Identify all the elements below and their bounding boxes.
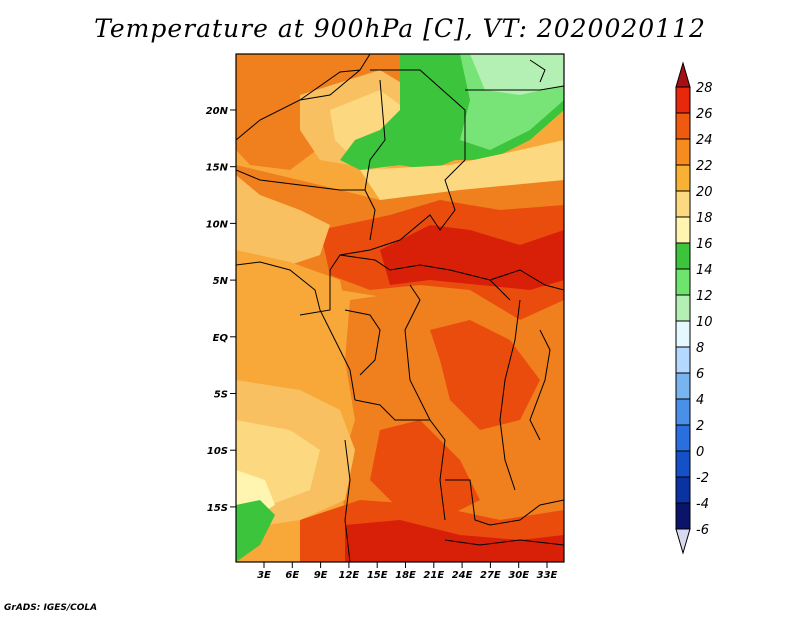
latitude-axis: 20N 15N 10N 5N EQ 5S 10S 15S [206, 106, 236, 514]
colorbar-label: 6 [696, 367, 704, 382]
field-sw-cool1 [236, 500, 275, 562]
colorbar-segment [675, 268, 691, 296]
border-line [354, 399, 430, 421]
colorbar-label: 24 [696, 133, 713, 148]
colorbar-segment [675, 502, 691, 530]
border-line [404, 284, 446, 521]
colorbar-segment [675, 86, 691, 114]
chart-title: Temperature at 900hPa [C], VT: 202002011… [94, 14, 706, 43]
field-west-t20 [236, 175, 330, 265]
lat-label: EQ [213, 333, 229, 344]
lat-label: 10N [206, 219, 229, 230]
lon-label: 15E [367, 570, 388, 581]
colorbar-label: 8 [696, 341, 704, 356]
lon-label: 24E [452, 570, 473, 581]
border-line [444, 539, 564, 546]
border-line [370, 69, 466, 160]
colorbar-bottom-triangle [675, 528, 691, 555]
lat-label: 20N [206, 106, 229, 117]
colorbar-top-triangle [675, 61, 691, 88]
lat-label: 15N [206, 163, 229, 174]
lon-label: 9E [314, 570, 328, 581]
colorbar-label: 4 [696, 393, 704, 408]
colorbar-segment [675, 450, 691, 478]
colorbar-segment [675, 190, 691, 218]
colorbar-label: 28 [696, 81, 713, 96]
temperature-field [236, 54, 564, 562]
colorbar-label: 16 [696, 237, 713, 252]
map-frame [235, 53, 565, 563]
field-south-t26b [370, 420, 480, 520]
country-borders [236, 54, 564, 562]
border-line [344, 309, 381, 376]
border-line [344, 439, 351, 562]
lon-label: 18E [395, 570, 416, 581]
border-line [236, 169, 365, 191]
border-line [364, 79, 386, 241]
colorbar-segment [675, 294, 691, 322]
border-line [329, 159, 466, 271]
colorbar-segment [675, 138, 691, 166]
border-line [489, 269, 564, 291]
colorbar-label: 20 [696, 185, 713, 200]
colorbar-label: -4 [696, 497, 709, 512]
field-central-t28 [380, 225, 564, 290]
colorbar-label: -2 [696, 471, 709, 486]
lat-label: 5N [213, 276, 229, 287]
colorbar-segment [675, 320, 691, 348]
longitude-axis: 3E 6E 9E 12E 15E 18E 21E 24E 27E 30E 33E [257, 562, 558, 581]
lon-label: 6E [285, 570, 299, 581]
colorbar-label: 0 [696, 445, 704, 460]
lon-label: 3E [257, 570, 271, 581]
lon-label: 27E [480, 570, 501, 581]
colorbar-label: 2 [696, 419, 704, 434]
lon-label: 30E [508, 570, 529, 581]
field-west-t22 [236, 250, 350, 420]
colorbar-label: 12 [696, 289, 713, 304]
border-line [299, 270, 331, 316]
colorbar-label: -6 [696, 523, 709, 538]
border-line [236, 54, 371, 141]
colorbar-segment [675, 372, 691, 400]
colorbar-segment [675, 242, 691, 270]
border-line [236, 261, 356, 401]
border-line [445, 479, 564, 526]
colorbar-segment [675, 476, 691, 504]
colorbar-label: 14 [696, 263, 713, 278]
lon-label: 21E [423, 570, 444, 581]
colorbar-segment [675, 164, 691, 192]
colorbar-segment [675, 424, 691, 452]
colorbar-segment [675, 216, 691, 244]
border-line [299, 69, 361, 101]
lat-label: 10S [207, 446, 228, 457]
colorbar-label: 10 [696, 315, 713, 330]
lat-label: 15S [207, 503, 228, 514]
border-line [529, 59, 546, 83]
field-ne-cool3 [470, 54, 564, 95]
grads-credit: GrADS: IGES/COLA [4, 603, 98, 613]
lat-label: 5S [214, 390, 228, 401]
border-line [465, 85, 564, 91]
border-line [499, 299, 521, 491]
lon-label: 12E [339, 570, 360, 581]
colorbar-label: 26 [696, 107, 713, 122]
colorbar-segment [675, 398, 691, 426]
border-line [529, 329, 551, 441]
lon-label: 33E [537, 570, 558, 581]
colorbar-segment [675, 346, 691, 374]
colorbar-segment [675, 112, 691, 140]
colorbar-label: 18 [696, 211, 713, 226]
colorbar-label: 22 [696, 159, 713, 174]
field-south-t26a [430, 320, 540, 430]
